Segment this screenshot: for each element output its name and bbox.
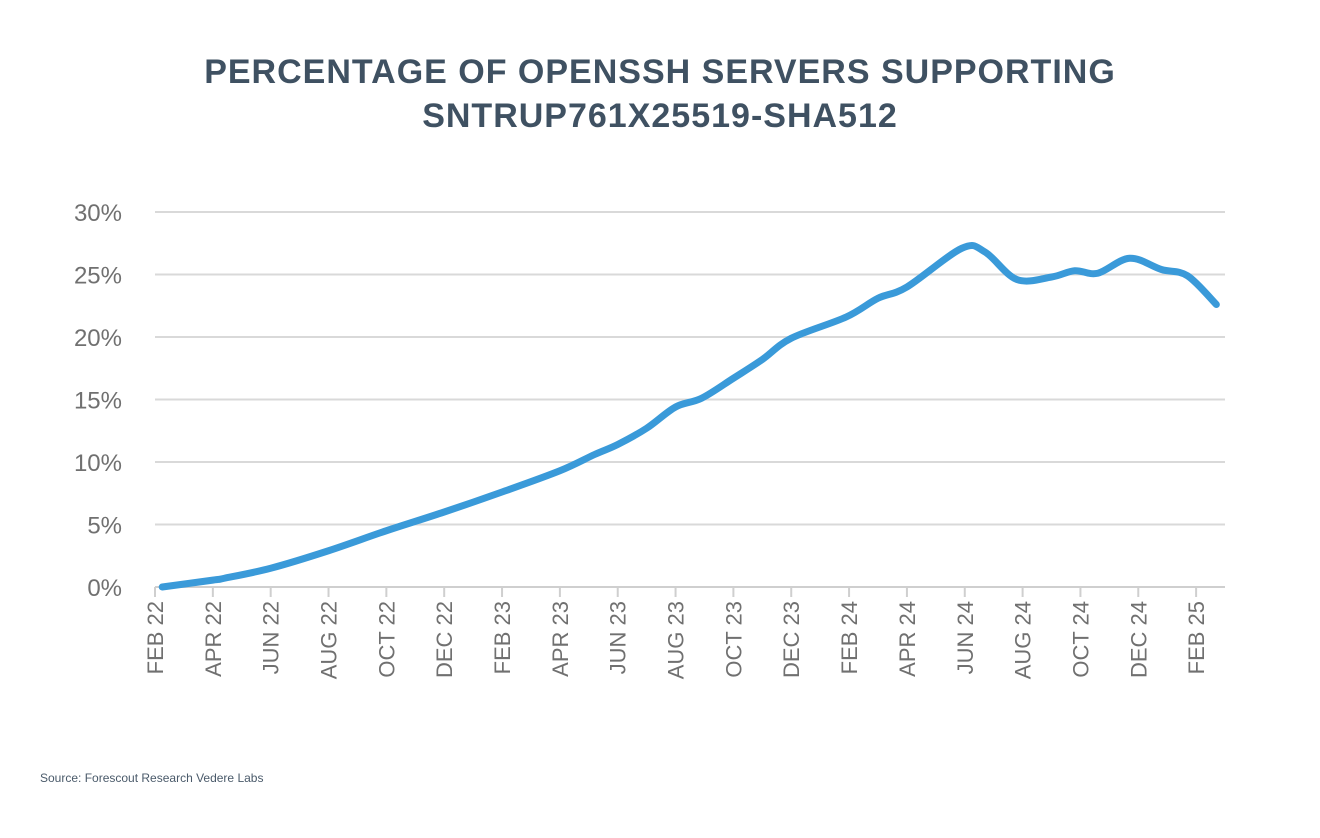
x-tick-label: APR 24 <box>895 601 920 677</box>
y-tick-label: 20% <box>74 325 122 352</box>
x-axis-ticks: FEB 22 APR 22 JUN 22 AUG 22 OCT 22 DEC 22 FEB … <box>143 601 1209 679</box>
y-tick-label: 25% <box>74 263 122 290</box>
y-tick-label: 0% <box>87 575 122 602</box>
x-tick-label: JUN 23 <box>606 601 631 674</box>
x-tick-label: FEB 25 <box>1184 601 1209 674</box>
x-tick-label: AUG 24 <box>1011 601 1036 679</box>
chart-title-line-1: PERCENTAGE OF OPENSSH SERVERS SUPPORTING <box>204 53 1116 91</box>
x-tick-label: OCT 23 <box>721 601 746 678</box>
series-group <box>158 242 1220 591</box>
x-tick-label: FEB 24 <box>837 601 862 674</box>
gridlines <box>154 211 1225 597</box>
y-tick-label: 15% <box>74 388 122 415</box>
y-tick-label: 5% <box>87 513 122 540</box>
x-tick-label: DEC 24 <box>1126 601 1151 678</box>
x-tick-label: OCT 22 <box>374 601 399 678</box>
source-note: Source: Forescout Research Vedere Labs <box>40 771 264 785</box>
x-tick-label: JUN 24 <box>953 601 978 674</box>
y-tick-label: 10% <box>74 450 122 477</box>
x-tick-label: AUG 22 <box>317 601 342 679</box>
y-tick-label: 30% <box>74 200 122 227</box>
x-tick-label: APR 22 <box>201 601 226 677</box>
x-tick-label: AUG 23 <box>664 601 689 679</box>
x-tick-label: FEB 23 <box>490 601 515 674</box>
series-line <box>158 242 1220 591</box>
x-tick-label: APR 23 <box>548 601 573 677</box>
x-tick-label: FEB 22 <box>143 601 168 674</box>
y-axis-ticks: 0% 5% 10% 15% 20% 25% 30% <box>74 200 122 602</box>
x-tick-label: DEC 22 <box>432 601 457 678</box>
chart-title: PERCENTAGE OF OPENSSH SERVERS SUPPORTING… <box>0 50 1320 138</box>
x-tick-label: DEC 23 <box>779 601 804 678</box>
chart-title-line-2: SNTRUP761X25519-SHA512 <box>422 97 898 135</box>
x-tick-label: JUN 22 <box>259 601 284 674</box>
x-tick-label: OCT 24 <box>1068 601 1093 678</box>
